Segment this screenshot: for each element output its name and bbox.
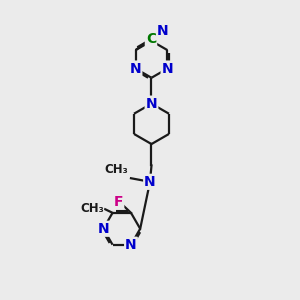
- Text: CH₃: CH₃: [104, 163, 128, 176]
- Text: N: N: [146, 97, 157, 111]
- Text: F: F: [114, 194, 123, 208]
- Text: N: N: [130, 61, 141, 76]
- Text: N: N: [144, 175, 156, 189]
- Text: N: N: [162, 61, 173, 76]
- Text: N: N: [157, 23, 169, 38]
- Text: CH₃: CH₃: [80, 202, 104, 214]
- Text: N: N: [125, 238, 137, 252]
- Text: N: N: [98, 222, 109, 236]
- Text: C: C: [146, 32, 156, 46]
